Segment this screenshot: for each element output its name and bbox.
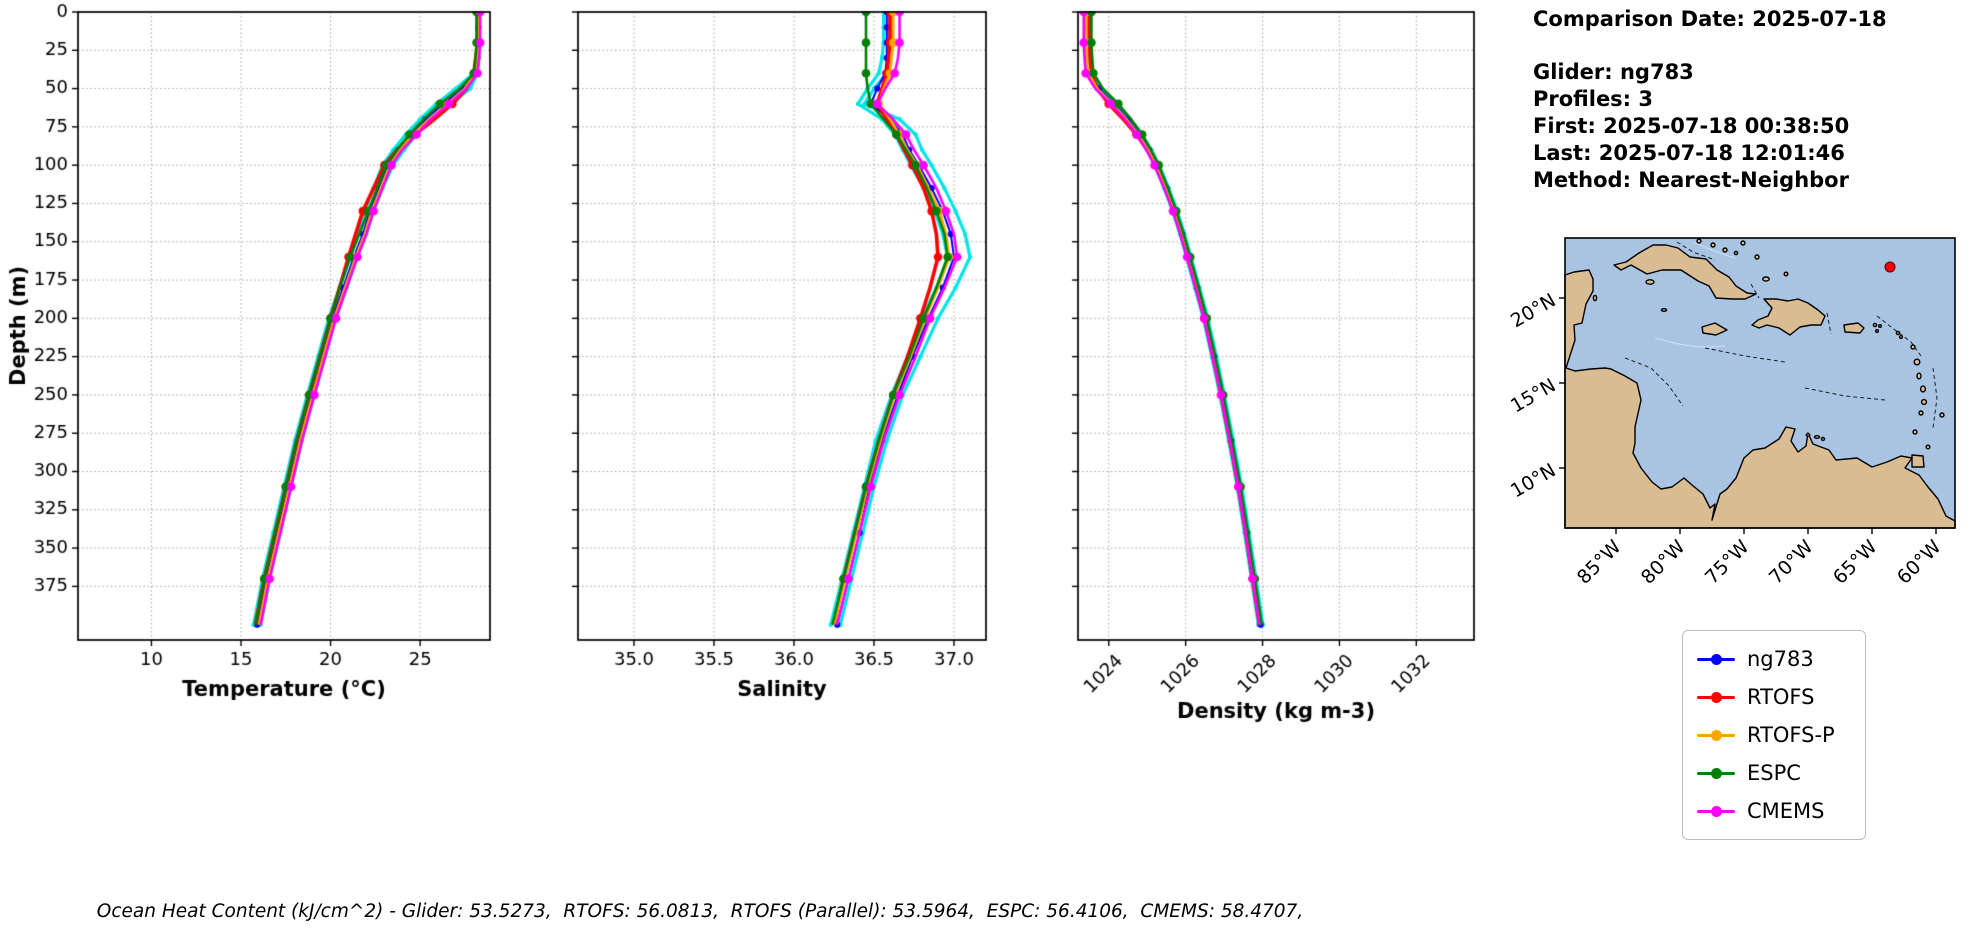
profiles-count: Profiles: 3	[1533, 87, 1654, 111]
legend-label: RTOFS	[1747, 685, 1815, 709]
comparison-info: Comparison Date: 2025-07-18 Glider: ng78…	[1533, 6, 1887, 194]
line-marker-sample	[1697, 653, 1735, 666]
legend-item-cmems: CMEMS	[1697, 792, 1851, 830]
info-spacer	[1533, 33, 1887, 59]
density-profile-chart	[992, 0, 1492, 735]
salinity-profile-chart	[500, 0, 992, 735]
legend-item-espc: ESPC	[1697, 754, 1851, 792]
location-map: 20°N 15°N 10°N 85°W 80°W 75°W 70°W 65°W …	[1507, 237, 1956, 589]
map-lon-label-65w: 65°W	[1829, 536, 1882, 589]
legend-label: ng783	[1747, 647, 1814, 671]
map-lon-label-60w: 60°W	[1893, 536, 1946, 589]
line-marker-sample	[1697, 691, 1735, 704]
legend: ng783 RTOFS RTOFS-P ESPC CMEMS	[1682, 630, 1866, 840]
last-profile-time: Last: 2025-07-18 12:01:46	[1533, 141, 1845, 165]
map-lat-label-20n: 20°N	[1507, 289, 1559, 332]
map-lon-label-85w: 85°W	[1573, 536, 1626, 589]
glider-name: Glider: ng783	[1533, 60, 1694, 84]
map-lon-label-80w: 80°W	[1637, 536, 1690, 589]
first-profile-time: First: 2025-07-18 00:38:50	[1533, 114, 1850, 138]
map-lat-label-15n: 15°N	[1507, 374, 1559, 417]
legend-label: RTOFS-P	[1747, 723, 1835, 747]
legend-label: ESPC	[1747, 761, 1801, 785]
map-maritime-boundaries	[1624, 241, 1938, 429]
map-tick-marks	[1559, 297, 1937, 534]
line-marker-sample	[1697, 767, 1735, 780]
line-marker-sample	[1697, 805, 1735, 818]
comparison-date: Comparison Date: 2025-07-18	[1533, 7, 1887, 31]
method: Method: Nearest-Neighbor	[1533, 168, 1849, 192]
temperature-profile-chart	[0, 0, 500, 735]
legend-label: CMEMS	[1747, 799, 1825, 823]
legend-item-rtofs: RTOFS	[1697, 678, 1851, 716]
map-lon-label-75w: 75°W	[1701, 536, 1754, 589]
legend-item-rtofs-p: RTOFS-P	[1697, 716, 1851, 754]
legend-item-ng783: ng783	[1697, 640, 1851, 678]
line-marker-sample	[1697, 729, 1735, 742]
glider-location-marker	[1884, 261, 1896, 273]
map-lat-label-10n: 10°N	[1507, 459, 1559, 502]
map-land	[1564, 238, 1956, 529]
ocean-heat-content-caption: Ocean Heat Content (kJ/cm^2) - Glider: 5…	[96, 901, 1304, 922]
map-lon-label-70w: 70°W	[1765, 536, 1818, 589]
